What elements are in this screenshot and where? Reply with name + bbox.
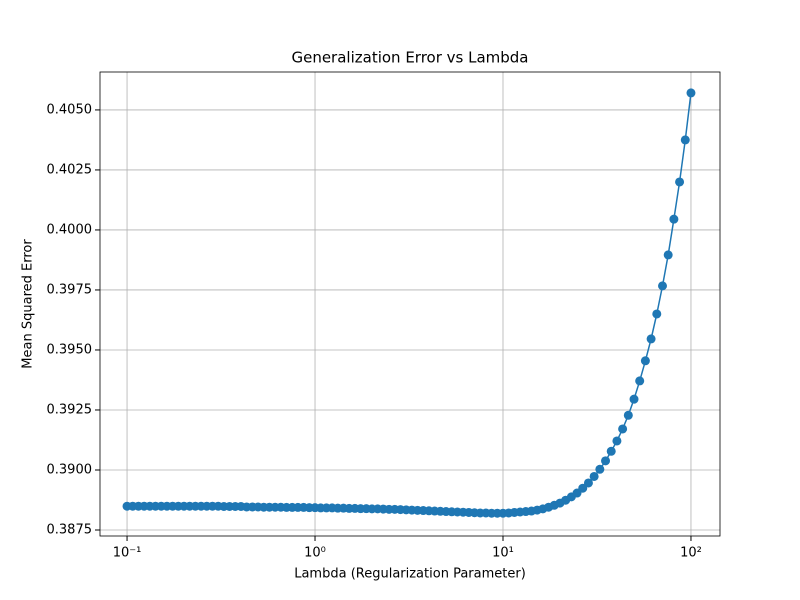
x-axis-label: Lambda (Regularization Parameter) <box>294 567 526 582</box>
data-point <box>595 464 605 474</box>
y-tick-label: 0.3950 <box>47 342 93 357</box>
data-point <box>635 376 645 386</box>
data-point <box>629 394 639 404</box>
x-tick-label: 10² <box>680 546 702 561</box>
y-axis-label: Mean Squared Error <box>21 239 36 369</box>
data-point <box>669 214 679 224</box>
data-point <box>583 478 593 488</box>
chart-title: Generalization Error vs Lambda <box>291 49 528 67</box>
y-tick-label: 0.3875 <box>47 522 93 537</box>
data-point <box>623 410 633 420</box>
y-tick-label: 0.3900 <box>47 462 93 477</box>
y-tick-label: 0.3925 <box>47 402 93 417</box>
plot-frame <box>99 71 721 537</box>
data-point <box>686 88 696 98</box>
data-point <box>578 483 588 493</box>
data-point <box>640 356 650 366</box>
y-tick-label: 0.3975 <box>47 282 93 297</box>
y-tick-label: 0.4000 <box>47 222 93 237</box>
data-point <box>657 281 667 291</box>
data-point <box>612 436 622 446</box>
x-tick-label: 10⁰ <box>304 546 326 561</box>
data-point <box>675 177 685 187</box>
data-point <box>618 424 628 434</box>
x-tick-label: 10¹ <box>492 546 514 561</box>
data-point <box>680 135 690 145</box>
y-tick-label: 0.4025 <box>47 162 93 177</box>
data-point <box>663 250 673 260</box>
data-point <box>646 334 656 344</box>
data-point <box>606 446 616 456</box>
x-tick-label: 10⁻¹ <box>113 546 142 561</box>
y-tick-label: 0.4050 <box>47 102 93 117</box>
data-point <box>589 471 599 481</box>
data-point <box>601 456 611 466</box>
data-point <box>652 309 662 319</box>
